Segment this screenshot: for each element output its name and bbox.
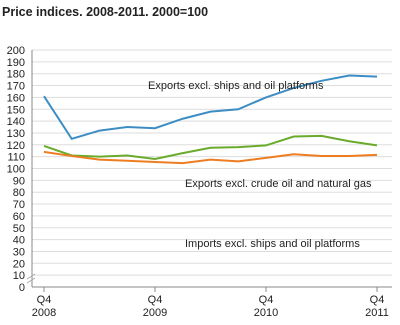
- y-tick-label: 0: [19, 282, 25, 294]
- y-tick-label: 130: [7, 128, 25, 140]
- y-tick-label: 30: [13, 246, 25, 258]
- x-tick-label: Q4 2010: [254, 294, 278, 319]
- series-label: Imports excl. ships and oil platforms: [185, 238, 360, 250]
- y-tick-label: 110: [7, 152, 25, 164]
- y-tick-label: 150: [7, 104, 25, 116]
- axis-break: [26, 273, 36, 284]
- y-tick-label: 90: [13, 175, 25, 187]
- y-tick-label: 160: [7, 92, 25, 104]
- y-tick-label: 80: [13, 187, 25, 199]
- series-line: [43, 134, 378, 161]
- series-line: [43, 74, 378, 141]
- x-tick-label: Q4 2008: [32, 294, 56, 319]
- y-tick-label: 200: [7, 45, 25, 57]
- chart-title: Price indices. 2008-2011. 2000=100: [2, 5, 208, 19]
- y-tick-label: 100: [7, 164, 25, 176]
- y-tick-label: 40: [13, 235, 25, 247]
- series-label: Exports excl. crude oil and natural gas: [185, 178, 372, 190]
- x-tick-label: Q4 2011: [365, 294, 389, 319]
- y-tick-label: 120: [7, 140, 25, 152]
- series-line: [43, 150, 378, 165]
- y-tick-label: 60: [13, 211, 25, 223]
- y-tick-label: 20: [13, 258, 25, 270]
- y-tick-label: 10: [13, 270, 25, 282]
- y-tick-label: 50: [13, 223, 25, 235]
- x-tick-label: Q4 2009: [143, 294, 167, 319]
- y-tick-label: 70: [13, 199, 25, 211]
- y-tick-label: 140: [7, 116, 25, 128]
- y-tick-label: 170: [7, 81, 25, 93]
- y-tick-label: 180: [7, 69, 25, 81]
- y-tick-label: 190: [7, 57, 25, 69]
- series-label: Exports excl. ships and oil platforms: [148, 80, 324, 92]
